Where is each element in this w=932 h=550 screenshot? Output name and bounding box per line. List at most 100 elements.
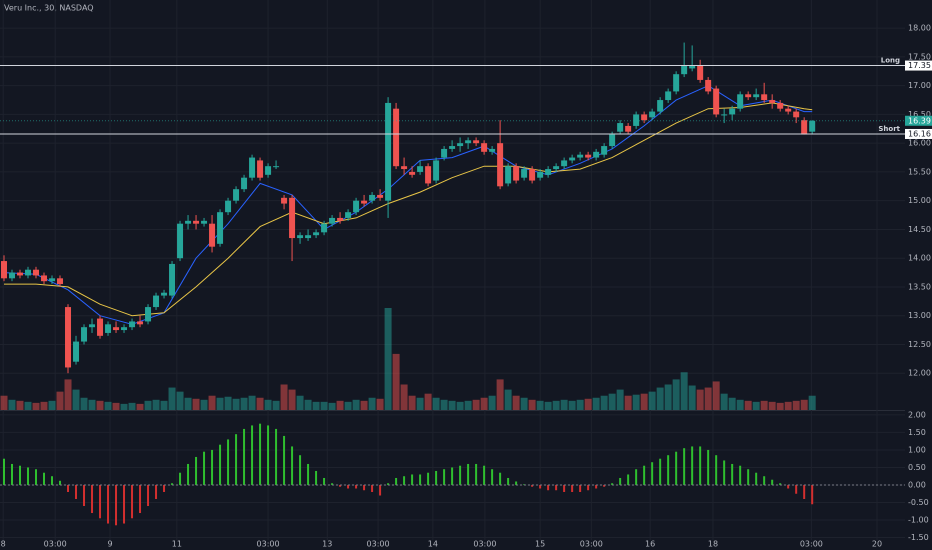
volume-bar [488, 395, 496, 410]
y-tick-label: 13.00 [908, 311, 931, 320]
y-tick-label: 15.00 [908, 196, 931, 205]
level-badge [905, 128, 932, 139]
histogram-bar [371, 484, 374, 492]
histogram-bar [51, 476, 54, 485]
chart-title: Veru Inc., 30, NASDAQ [4, 4, 94, 13]
histogram-bar [499, 472, 502, 485]
histogram-bar [723, 460, 726, 485]
histogram-bar [307, 463, 310, 485]
candle-body [561, 160, 568, 167]
histogram-bar [747, 469, 750, 485]
volume-bar [400, 384, 408, 410]
volume-bar [456, 401, 464, 410]
candle-body [257, 160, 264, 178]
volume-bar [568, 400, 576, 410]
histogram-bar [227, 439, 230, 485]
volume-bar [496, 379, 504, 410]
volume-bar [168, 387, 176, 410]
volume-bar [632, 394, 640, 410]
candle-body [665, 91, 672, 101]
candle-body [105, 324, 112, 333]
y2-tick-label: -1.50 [908, 533, 929, 542]
candle-body [553, 166, 560, 170]
histogram-bar [587, 484, 590, 491]
level-badge [905, 60, 932, 71]
histogram-bar [3, 458, 6, 485]
histogram-bar [771, 479, 774, 485]
volume-bar [560, 399, 568, 410]
volume-bar [104, 401, 112, 410]
histogram-bar [115, 484, 118, 526]
volume-bar [576, 399, 584, 410]
volume-bar [808, 395, 816, 410]
histogram-bar [787, 484, 790, 489]
volume-bar [224, 396, 232, 410]
y-tick-label: 13.50 [908, 282, 931, 291]
y2-tick-label: -0.50 [908, 498, 929, 507]
volume-bar [744, 400, 752, 410]
candle-body [169, 263, 176, 296]
volume-bar [704, 387, 712, 410]
last-price-label: 16.39 [908, 116, 931, 125]
volume-bar [752, 401, 760, 410]
candle-body [689, 65, 696, 69]
histogram-bar [803, 484, 806, 500]
volume-bar [600, 395, 608, 410]
candle-body [385, 102, 392, 201]
candle-body [433, 160, 440, 181]
candle-body [57, 278, 64, 285]
candle-body [313, 232, 320, 236]
x-tick-label: 14 [428, 540, 438, 549]
histogram-bar [339, 484, 342, 487]
candle-body [225, 200, 232, 213]
volume-bar [368, 397, 376, 410]
x-tick-label: 03:00 [473, 540, 496, 549]
candle-body [25, 269, 32, 276]
candle-body [393, 108, 400, 167]
volume-bar [512, 395, 520, 410]
y-tick-label: 18.00 [908, 24, 931, 33]
y-tick-label: 16.00 [908, 139, 931, 148]
candle-body [401, 166, 408, 170]
histogram-bar [507, 477, 510, 485]
candle-body [265, 166, 272, 175]
histogram-bar [539, 484, 542, 489]
candle-body [673, 74, 680, 92]
volume-bar [200, 399, 208, 410]
histogram-bar [483, 465, 486, 485]
candle-body [625, 125, 632, 132]
volume-bar [280, 384, 288, 410]
candle-body [337, 217, 344, 221]
volume-bar [88, 399, 96, 410]
candle-body [641, 114, 648, 121]
volume-bar [760, 400, 768, 410]
histogram-bar [691, 446, 694, 485]
volume-bar [208, 395, 216, 410]
candle-body [529, 169, 536, 181]
volume-bar [320, 401, 328, 410]
volume-bar [688, 385, 696, 410]
histogram-bar [627, 474, 630, 485]
candle-body [681, 65, 688, 75]
histogram-bar [243, 428, 246, 485]
histogram-bar [411, 474, 414, 485]
candle-body [457, 143, 464, 147]
histogram-bar [579, 484, 582, 492]
histogram-bar [219, 444, 222, 485]
candle-body [201, 220, 208, 224]
volume-bar [64, 379, 72, 410]
y-tick-label: 16.50 [908, 110, 931, 119]
candle-body [577, 154, 584, 158]
candle-body [321, 223, 328, 233]
histogram-bar [491, 469, 494, 485]
volume-bar [192, 398, 200, 410]
volume-bar [424, 393, 432, 410]
volume-bar [40, 401, 48, 410]
histogram-bar [731, 463, 734, 485]
candle-body [137, 321, 144, 325]
histogram-bar [203, 451, 206, 485]
volume-bar [96, 400, 104, 410]
histogram-bar [347, 484, 350, 489]
candle-body [545, 169, 552, 175]
